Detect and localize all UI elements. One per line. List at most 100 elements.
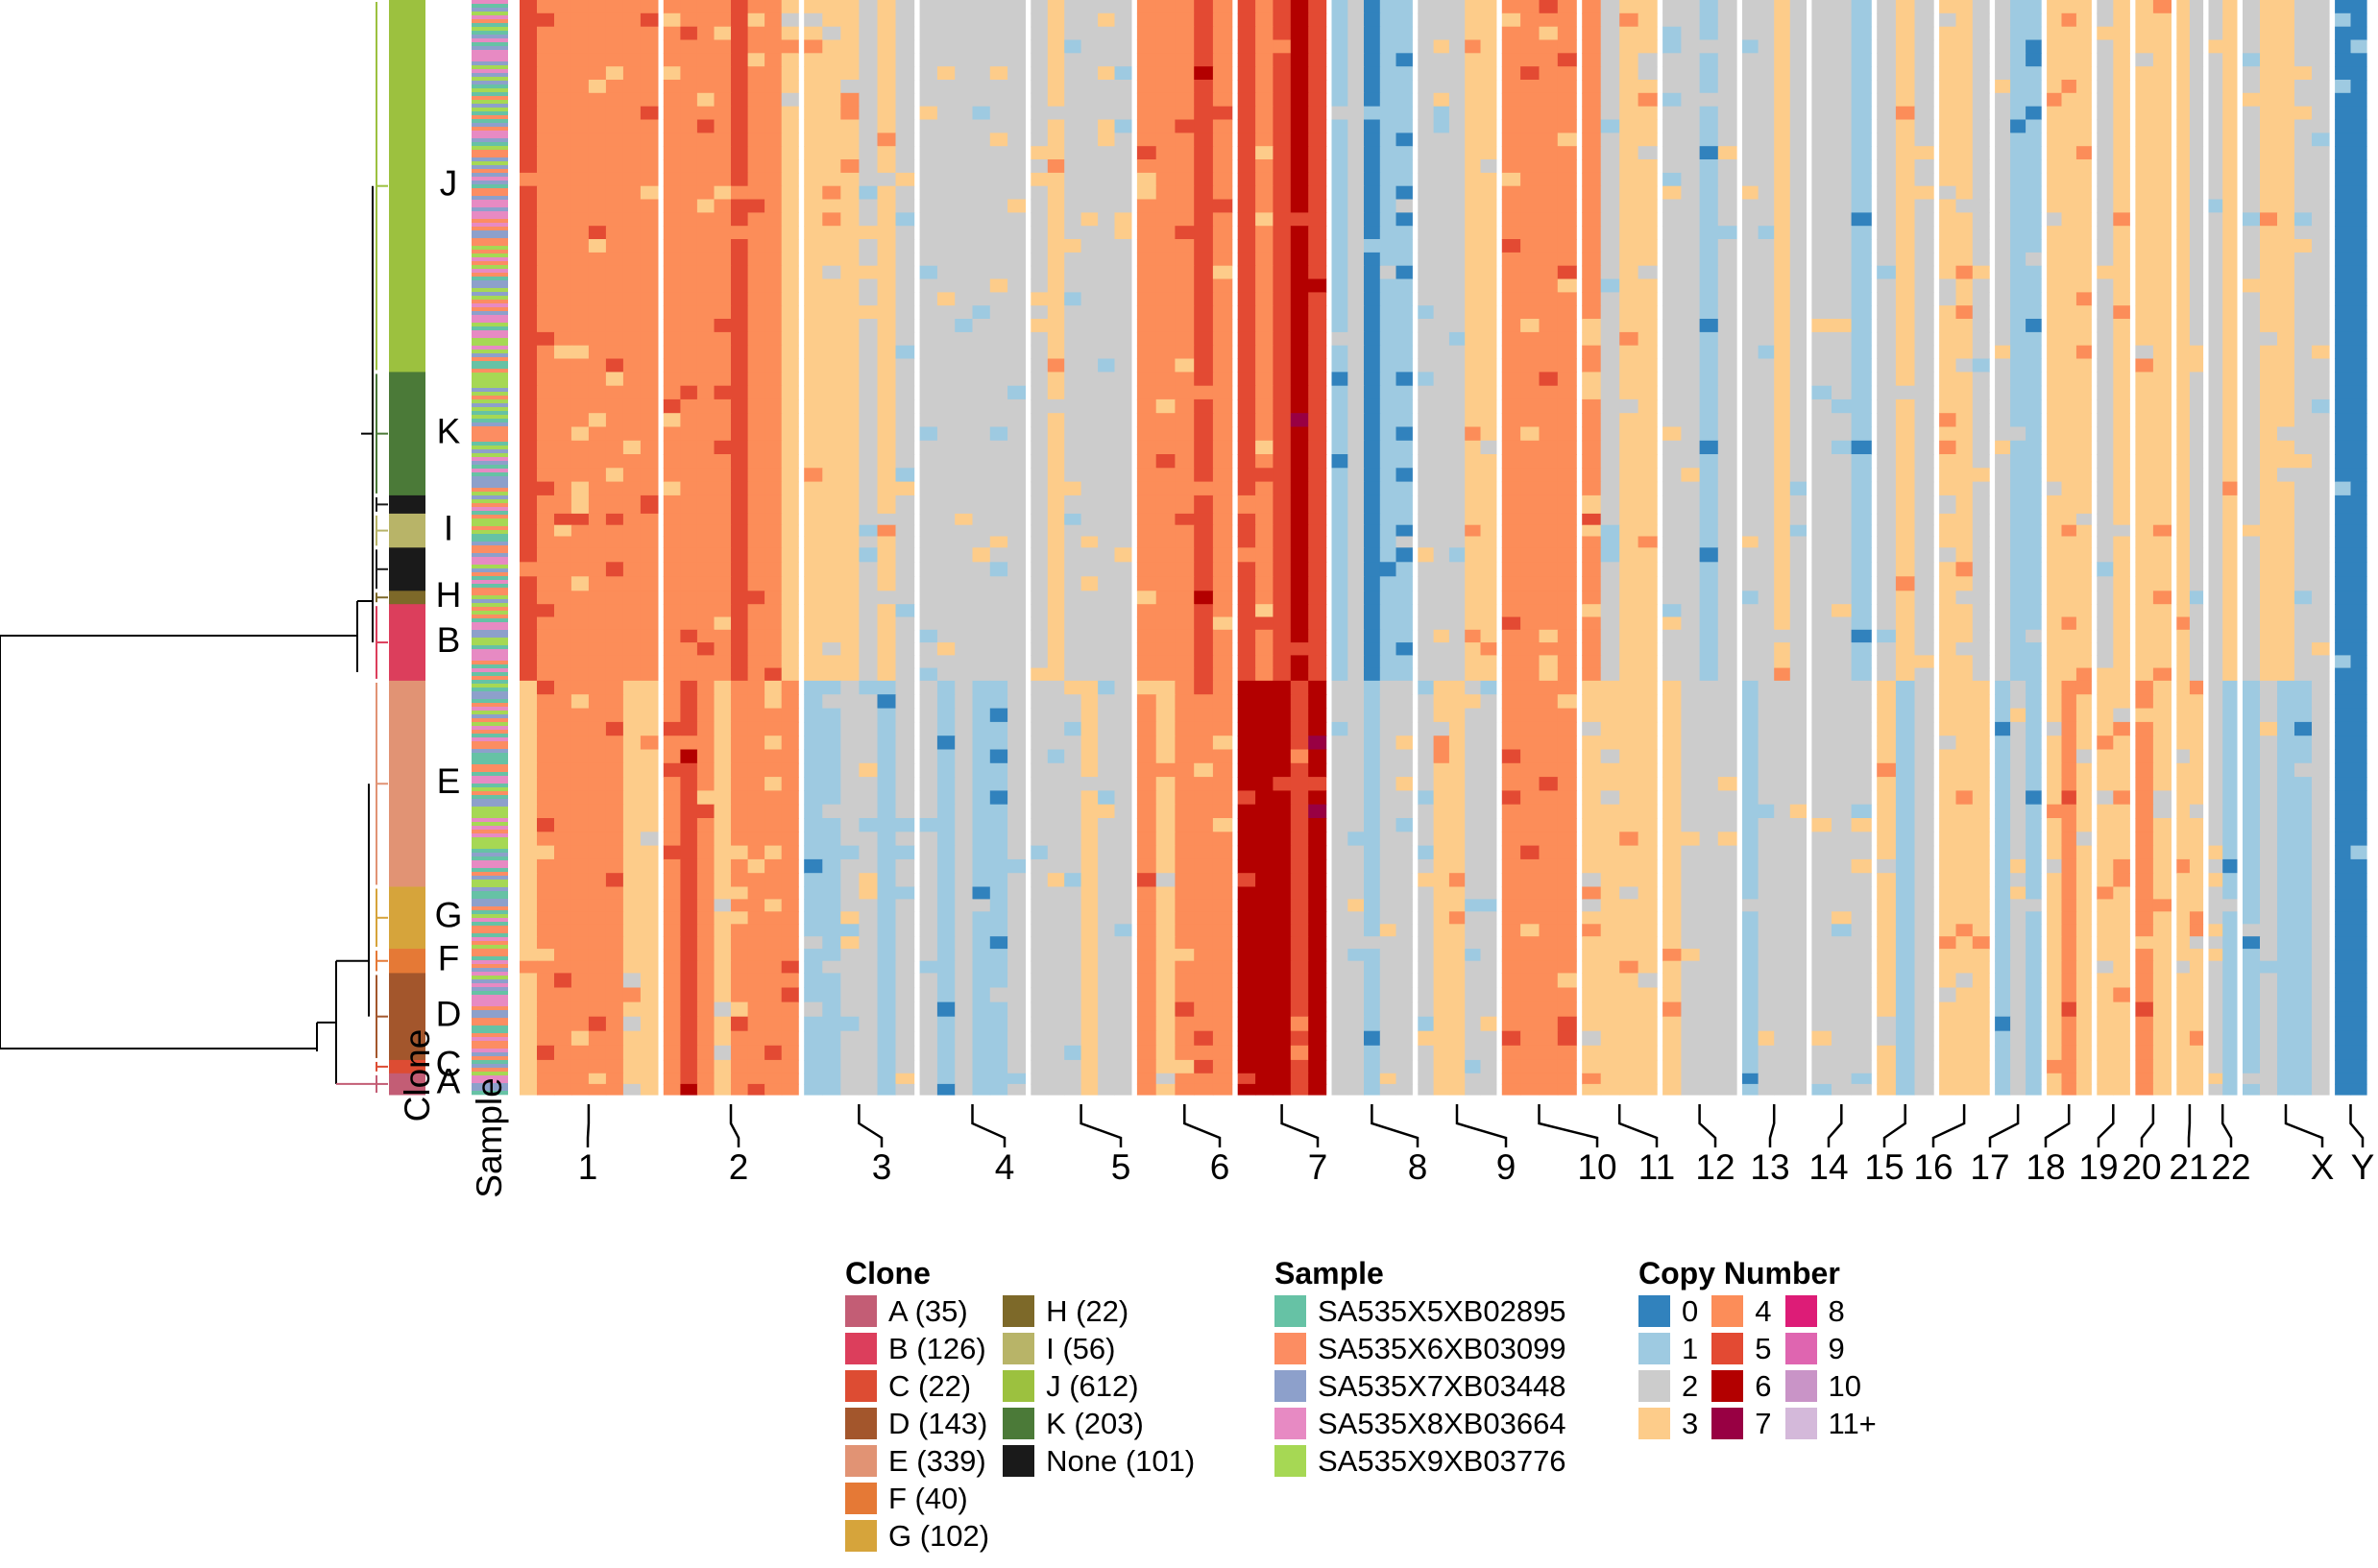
cn-cell	[1255, 345, 1274, 360]
clone-block-G	[389, 886, 425, 950]
sample-cell-stripe	[472, 350, 508, 354]
cn-cell	[1047, 655, 1065, 669]
cn-cell	[1433, 454, 1450, 469]
cn-cell	[1064, 694, 1082, 710]
cn-cell	[1433, 604, 1450, 618]
cn-cell	[1395, 616, 1413, 631]
cn-cell	[1007, 468, 1026, 483]
cn-cell	[1465, 616, 1482, 631]
cn-cell	[840, 1073, 860, 1085]
cn-cell	[1194, 1001, 1214, 1018]
cn-cell	[989, 265, 1008, 280]
cn-cell	[1136, 239, 1157, 253]
cn-cell	[989, 973, 1008, 989]
cn-cell	[696, 372, 715, 387]
cn-cell	[622, 133, 642, 147]
cn-cell	[1379, 440, 1397, 455]
cn-cell	[537, 1083, 555, 1096]
cn-cell	[1114, 119, 1132, 133]
cn-cell	[1364, 576, 1381, 591]
cn-cell	[537, 680, 555, 695]
cn-cell	[1501, 292, 1521, 306]
cn-cell	[1212, 481, 1233, 496]
cn-cell	[1212, 226, 1233, 240]
cn-cell	[1308, 924, 1327, 937]
cn-cell	[1031, 616, 1049, 631]
cn-cell	[919, 536, 938, 548]
cn-cell	[822, 358, 841, 373]
cn-cell	[1480, 226, 1497, 240]
cn-cell	[1212, 936, 1233, 950]
cn-cell	[1098, 133, 1116, 147]
cn-cell	[1308, 655, 1327, 669]
cn-cell	[804, 960, 823, 974]
cn-cell	[1395, 226, 1413, 240]
sample-cell-stripe	[472, 373, 508, 377]
cn-cell	[1418, 398, 1435, 414]
cn-cell	[1395, 604, 1413, 618]
cn-cell	[1448, 694, 1466, 710]
cn-cell	[1098, 604, 1116, 618]
cn-cell	[972, 936, 991, 950]
cn-cell	[1418, 53, 1435, 67]
cn-cell	[731, 39, 749, 54]
cn-cell	[1273, 119, 1292, 133]
cn-cell	[696, 790, 715, 806]
cn-cell	[1480, 524, 1497, 538]
cn-cell	[588, 924, 607, 937]
cn-cell	[1480, 199, 1497, 213]
cn-cell	[605, 987, 624, 1003]
cn-cell	[781, 536, 799, 548]
cn-cell	[1007, 26, 1026, 41]
cn-cell	[747, 973, 765, 989]
cn-cell	[714, 873, 732, 888]
cn-cell	[822, 858, 841, 874]
cn-cell	[1273, 172, 1292, 187]
cn-cell	[1175, 331, 1195, 347]
cn-cell	[1501, 92, 1521, 108]
cn-cell	[588, 440, 607, 455]
cn-cell	[1379, 973, 1397, 989]
cn-cell	[955, 987, 974, 1003]
cn-cell	[1379, 1030, 1397, 1047]
cn-cell	[696, 172, 715, 187]
cn-cell	[714, 398, 732, 414]
cn-cell	[1237, 239, 1256, 253]
cn-cell	[680, 1073, 698, 1085]
cn-cell	[1064, 26, 1082, 41]
cn-cell	[588, 26, 607, 41]
clone-label-J: J	[440, 163, 458, 203]
cn-cell	[1557, 212, 1577, 227]
cn-cell	[1395, 873, 1413, 888]
cn-cell	[936, 513, 956, 526]
cn-cell	[840, 987, 860, 1003]
sample-cell-stripe	[472, 127, 508, 132]
cn-cell	[972, 536, 991, 548]
cn-cell	[804, 199, 823, 213]
cn-cell	[520, 987, 538, 1003]
cn-cell	[1480, 119, 1497, 133]
cn-cell	[1347, 513, 1365, 526]
cn-cell	[1433, 1030, 1450, 1047]
cn-cell	[1480, 708, 1497, 723]
cn-cell	[804, 858, 823, 874]
cn-cell	[663, 591, 681, 605]
cn-cell	[1480, 1001, 1497, 1018]
cn-cell	[714, 749, 732, 764]
cn-cell	[1136, 495, 1157, 515]
cn-cell	[1273, 199, 1292, 213]
cn-cell	[1273, 845, 1292, 860]
cn-cell	[1255, 736, 1274, 751]
cn-cell	[1395, 319, 1413, 333]
cn-cell	[1194, 305, 1214, 320]
cn-cell	[731, 936, 749, 950]
cn-cell	[822, 133, 841, 147]
cn-cell	[989, 749, 1008, 764]
cn-cell	[1212, 616, 1233, 631]
cn-cell	[588, 92, 607, 108]
sample-cell-stripe	[472, 841, 508, 846]
cn-cell	[1031, 372, 1049, 387]
cn-cell	[1098, 440, 1116, 455]
cn-cell	[1212, 345, 1233, 360]
cn-cell	[520, 536, 538, 548]
